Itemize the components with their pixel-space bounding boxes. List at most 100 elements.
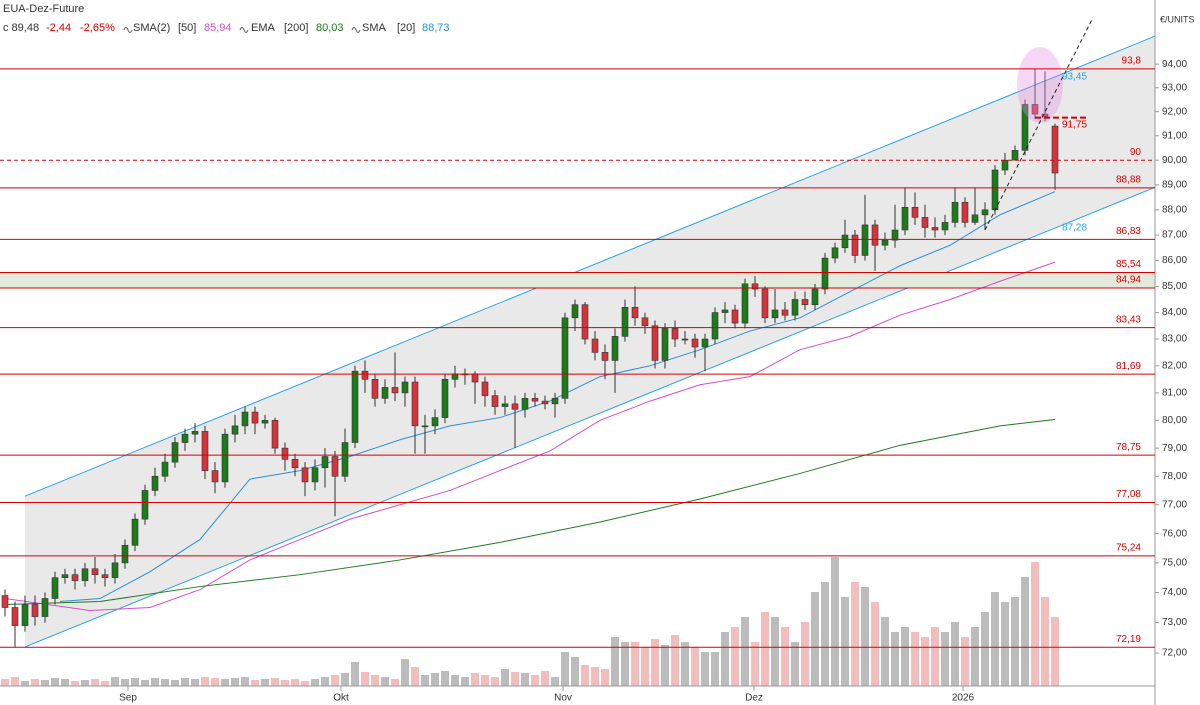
candle-body: [1031, 104, 1039, 115]
volume-bar: [191, 679, 199, 686]
y-tick-label: 83,00: [1162, 334, 1187, 345]
candle-body: [401, 381, 409, 394]
volume-bar: [621, 642, 629, 686]
candle-body: [451, 373, 459, 380]
moving-average: [4, 261, 1056, 612]
volume-bar: [841, 597, 849, 686]
candle-body: [521, 398, 529, 410]
y-tick-label: 75,00: [1162, 558, 1187, 569]
volume-bar: [141, 680, 149, 686]
volume-bar: [521, 673, 529, 686]
candle-body: [181, 433, 189, 443]
y-tick-label: 85,00: [1162, 281, 1187, 292]
volume-bar: [901, 627, 909, 686]
channel-fill: [25, 36, 1155, 647]
volume-bar: [1031, 562, 1039, 686]
candle-body: [431, 417, 439, 427]
candle-body: [961, 202, 969, 223]
volume-bar: [751, 642, 759, 686]
volume-bar: [171, 680, 179, 686]
candle-body: [341, 442, 349, 477]
volume-bar: [601, 669, 609, 686]
candle-body: [591, 338, 599, 353]
y-tick-label: 73,00: [1162, 617, 1187, 628]
legend-param: [20]: [397, 22, 415, 34]
volume-bar: [511, 672, 519, 686]
volume-bar: [1011, 597, 1019, 686]
volume-bar: [1051, 617, 1059, 686]
volume-bar: [941, 632, 949, 686]
volume-bar: [611, 637, 619, 686]
candle-body: [831, 247, 839, 259]
candle-body: [31, 604, 39, 617]
volume-bar: [981, 612, 989, 686]
candle-body: [791, 299, 799, 316]
level-label: 86,83: [1116, 226, 1141, 237]
legend-value: 85,94: [204, 22, 232, 34]
candle-body: [371, 379, 379, 399]
volume-bar: [551, 677, 559, 686]
level-label: 77,08: [1116, 489, 1141, 500]
candle-body: [891, 229, 899, 241]
candle-body: [361, 370, 369, 380]
candle-body: [991, 169, 999, 211]
candle-body: [231, 425, 239, 435]
candle-body: [1001, 159, 1009, 171]
volume-bar: [871, 602, 879, 686]
candle-body: [391, 387, 399, 394]
candle-body: [661, 328, 669, 361]
volume-bar: [41, 680, 49, 686]
y-tick-label: 88,00: [1162, 204, 1187, 215]
annotation-label: 87,28: [1062, 223, 1087, 234]
volume-bar: [931, 627, 939, 686]
candle-body: [491, 395, 499, 407]
legend-value: 80,03: [316, 22, 344, 34]
y-tick-label: 76,00: [1162, 528, 1187, 539]
volume-bar: [1021, 577, 1029, 686]
moving-average: [4, 419, 1056, 605]
candle-body: [161, 461, 169, 477]
volume-bar: [781, 627, 789, 686]
close: c 89,48: [3, 22, 39, 34]
volume-bar: [821, 582, 829, 686]
volume-bar: [501, 669, 509, 686]
level-label: 75,24: [1116, 542, 1141, 553]
volume-bar: [911, 632, 919, 686]
candle-body: [931, 227, 939, 231]
volume-bar: [711, 652, 719, 686]
volume-bar: [151, 678, 159, 686]
y-tick-label: 89,00: [1162, 180, 1187, 191]
volume-bar: [211, 678, 219, 686]
volume-bar: [811, 592, 819, 686]
volume-bar: [431, 673, 439, 686]
volume-bar: [881, 617, 889, 686]
volume-bar: [31, 679, 39, 686]
volume-bar: [411, 667, 419, 686]
candle-body: [171, 442, 179, 463]
volume-bar: [481, 675, 489, 686]
candle-body: [291, 459, 299, 469]
volume-bar: [851, 582, 859, 686]
volume-bar: [581, 665, 589, 686]
x-tick-label: Nov: [554, 693, 572, 704]
candle-body: [81, 568, 89, 581]
volume-bar: [91, 679, 99, 686]
volume-bar: [741, 617, 749, 686]
volume-bar: [671, 635, 679, 686]
volume-bar: [721, 632, 729, 686]
volume-bar: [221, 679, 229, 686]
volume-bar: [401, 659, 409, 686]
candle-body: [221, 433, 229, 483]
level-label: 81,69: [1116, 361, 1141, 372]
legend-value: 88,73: [422, 22, 450, 34]
volume-bar: [761, 612, 769, 686]
y-tick-label: 93,00: [1162, 82, 1187, 93]
volume-bar: [971, 627, 979, 686]
volume-bar: [351, 662, 359, 686]
y-tick-label: 94,00: [1162, 59, 1187, 70]
instrument: EUA-Dez-Future: [3, 3, 84, 15]
channel-line: [24, 35, 1155, 497]
candle-body: [781, 309, 789, 316]
candle-body: [561, 317, 569, 399]
